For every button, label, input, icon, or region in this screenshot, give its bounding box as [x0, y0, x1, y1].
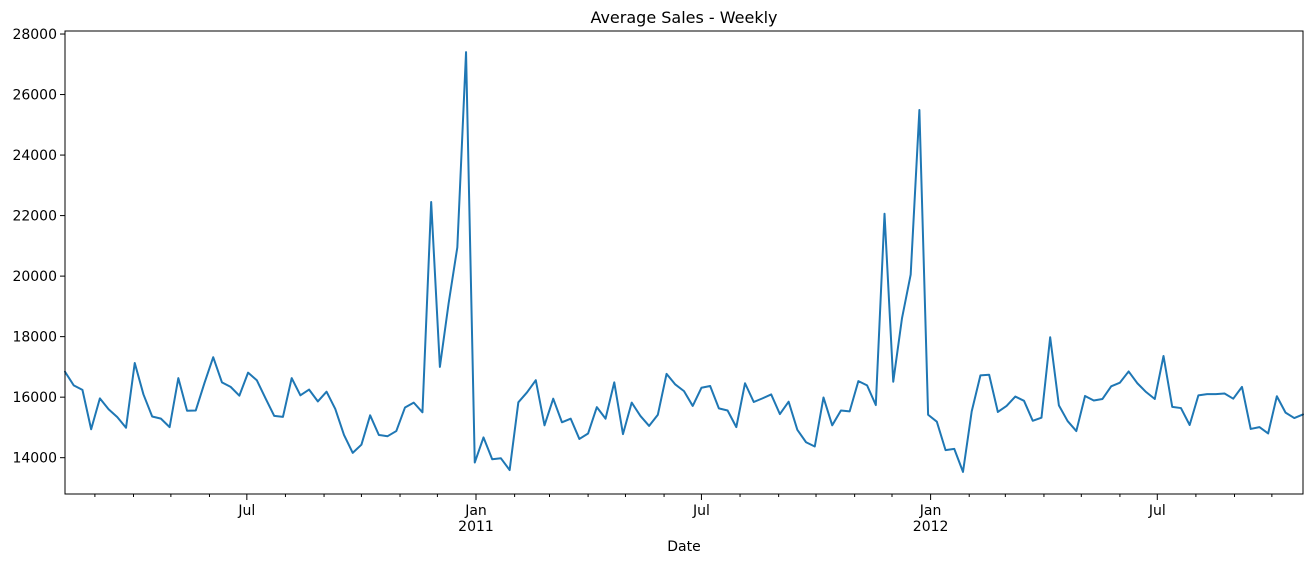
- plot-area: [64, 51, 1304, 473]
- x-axis-label: Date: [667, 539, 700, 555]
- plot-frame: [64, 30, 1304, 495]
- y-tick-label: 18000: [12, 330, 57, 346]
- chart-title: Average Sales - Weekly: [590, 8, 777, 27]
- y-tick-label: 22000: [12, 209, 57, 225]
- y-axis: 14000 16000 18000 20000 22000 24000 26000 28000: [12, 27, 65, 467]
- x-tick-label: Jul: [1148, 503, 1166, 519]
- x-tick-year-label: 2012: [913, 519, 949, 535]
- y-tick-label: 20000: [12, 269, 57, 285]
- y-tick-label: 14000: [12, 451, 57, 467]
- series-line-0: [64, 51, 1304, 473]
- y-tick-label: 28000: [12, 27, 57, 43]
- y-tick-label: 26000: [12, 88, 57, 104]
- y-tick-label: 16000: [12, 390, 57, 406]
- x-tick-label: Jul: [237, 503, 255, 519]
- y-tick-label: 24000: [12, 148, 57, 164]
- x-tick-label: Jan: [464, 503, 487, 519]
- x-tick-label: Jul: [692, 503, 710, 519]
- x-tick-label: Jan: [919, 503, 942, 519]
- x-tick-year-label: 2011: [458, 519, 494, 535]
